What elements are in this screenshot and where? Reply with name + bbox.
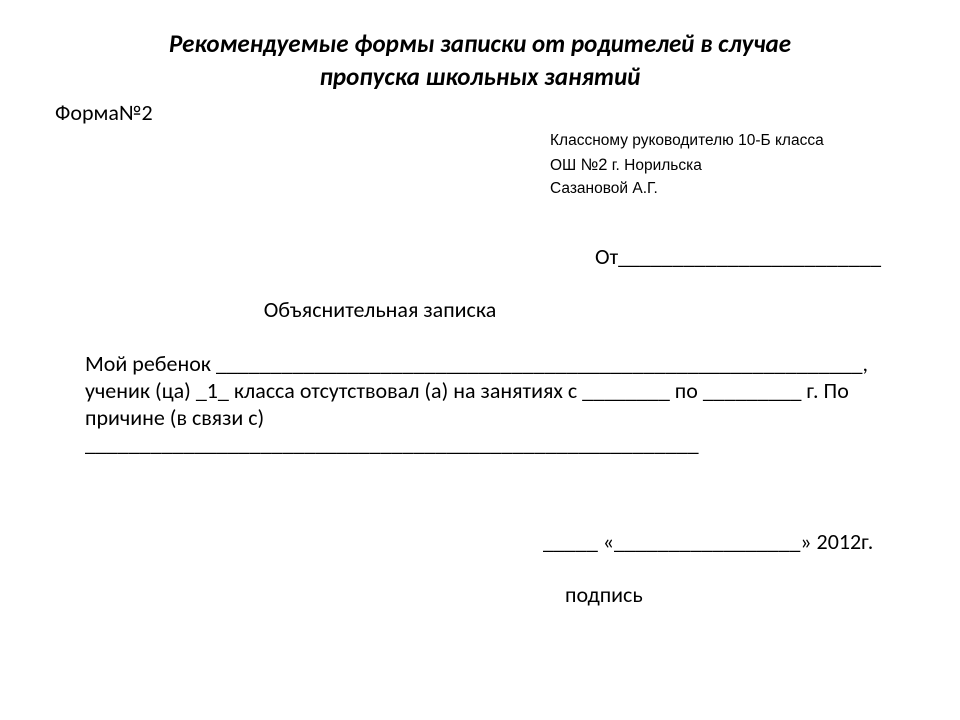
addressee-line-3: Сазановой А.Г.: [550, 178, 905, 200]
addressee-line-2: ОШ №2 г. Норильска: [550, 154, 905, 178]
document-page: Рекомендуемые формы записки от родителей…: [0, 0, 960, 720]
title-line-1: Рекомендуемые формы записки от родителей…: [55, 28, 905, 61]
form-number: Форма№2: [55, 99, 905, 126]
from-row: От________________________: [595, 243, 905, 270]
note-body: Мой ребенок ____________________________…: [55, 351, 905, 458]
document-title: Рекомендуемые формы записки от родителей…: [55, 28, 905, 93]
from-blank: ________________________: [618, 243, 881, 270]
from-label: От: [595, 243, 618, 270]
addressee-block: Классному руководителю 10-Б класса ОШ №2…: [550, 130, 905, 201]
addressee-line-2-num: №2: [581, 156, 608, 174]
title-line-2: пропуска школьных занятий: [55, 61, 905, 94]
addressee-line-2-pre: ОШ: [550, 157, 581, 174]
note-subtitle: Объяснительная записка: [0, 296, 905, 323]
addressee-line-2-post: г. Норильска: [607, 157, 701, 174]
addressee-line-1: Классному руководителю 10-Б класса: [550, 130, 905, 152]
signature-label: подпись: [565, 581, 905, 608]
date-row: _____ «_________________» 2012г.: [543, 528, 905, 555]
